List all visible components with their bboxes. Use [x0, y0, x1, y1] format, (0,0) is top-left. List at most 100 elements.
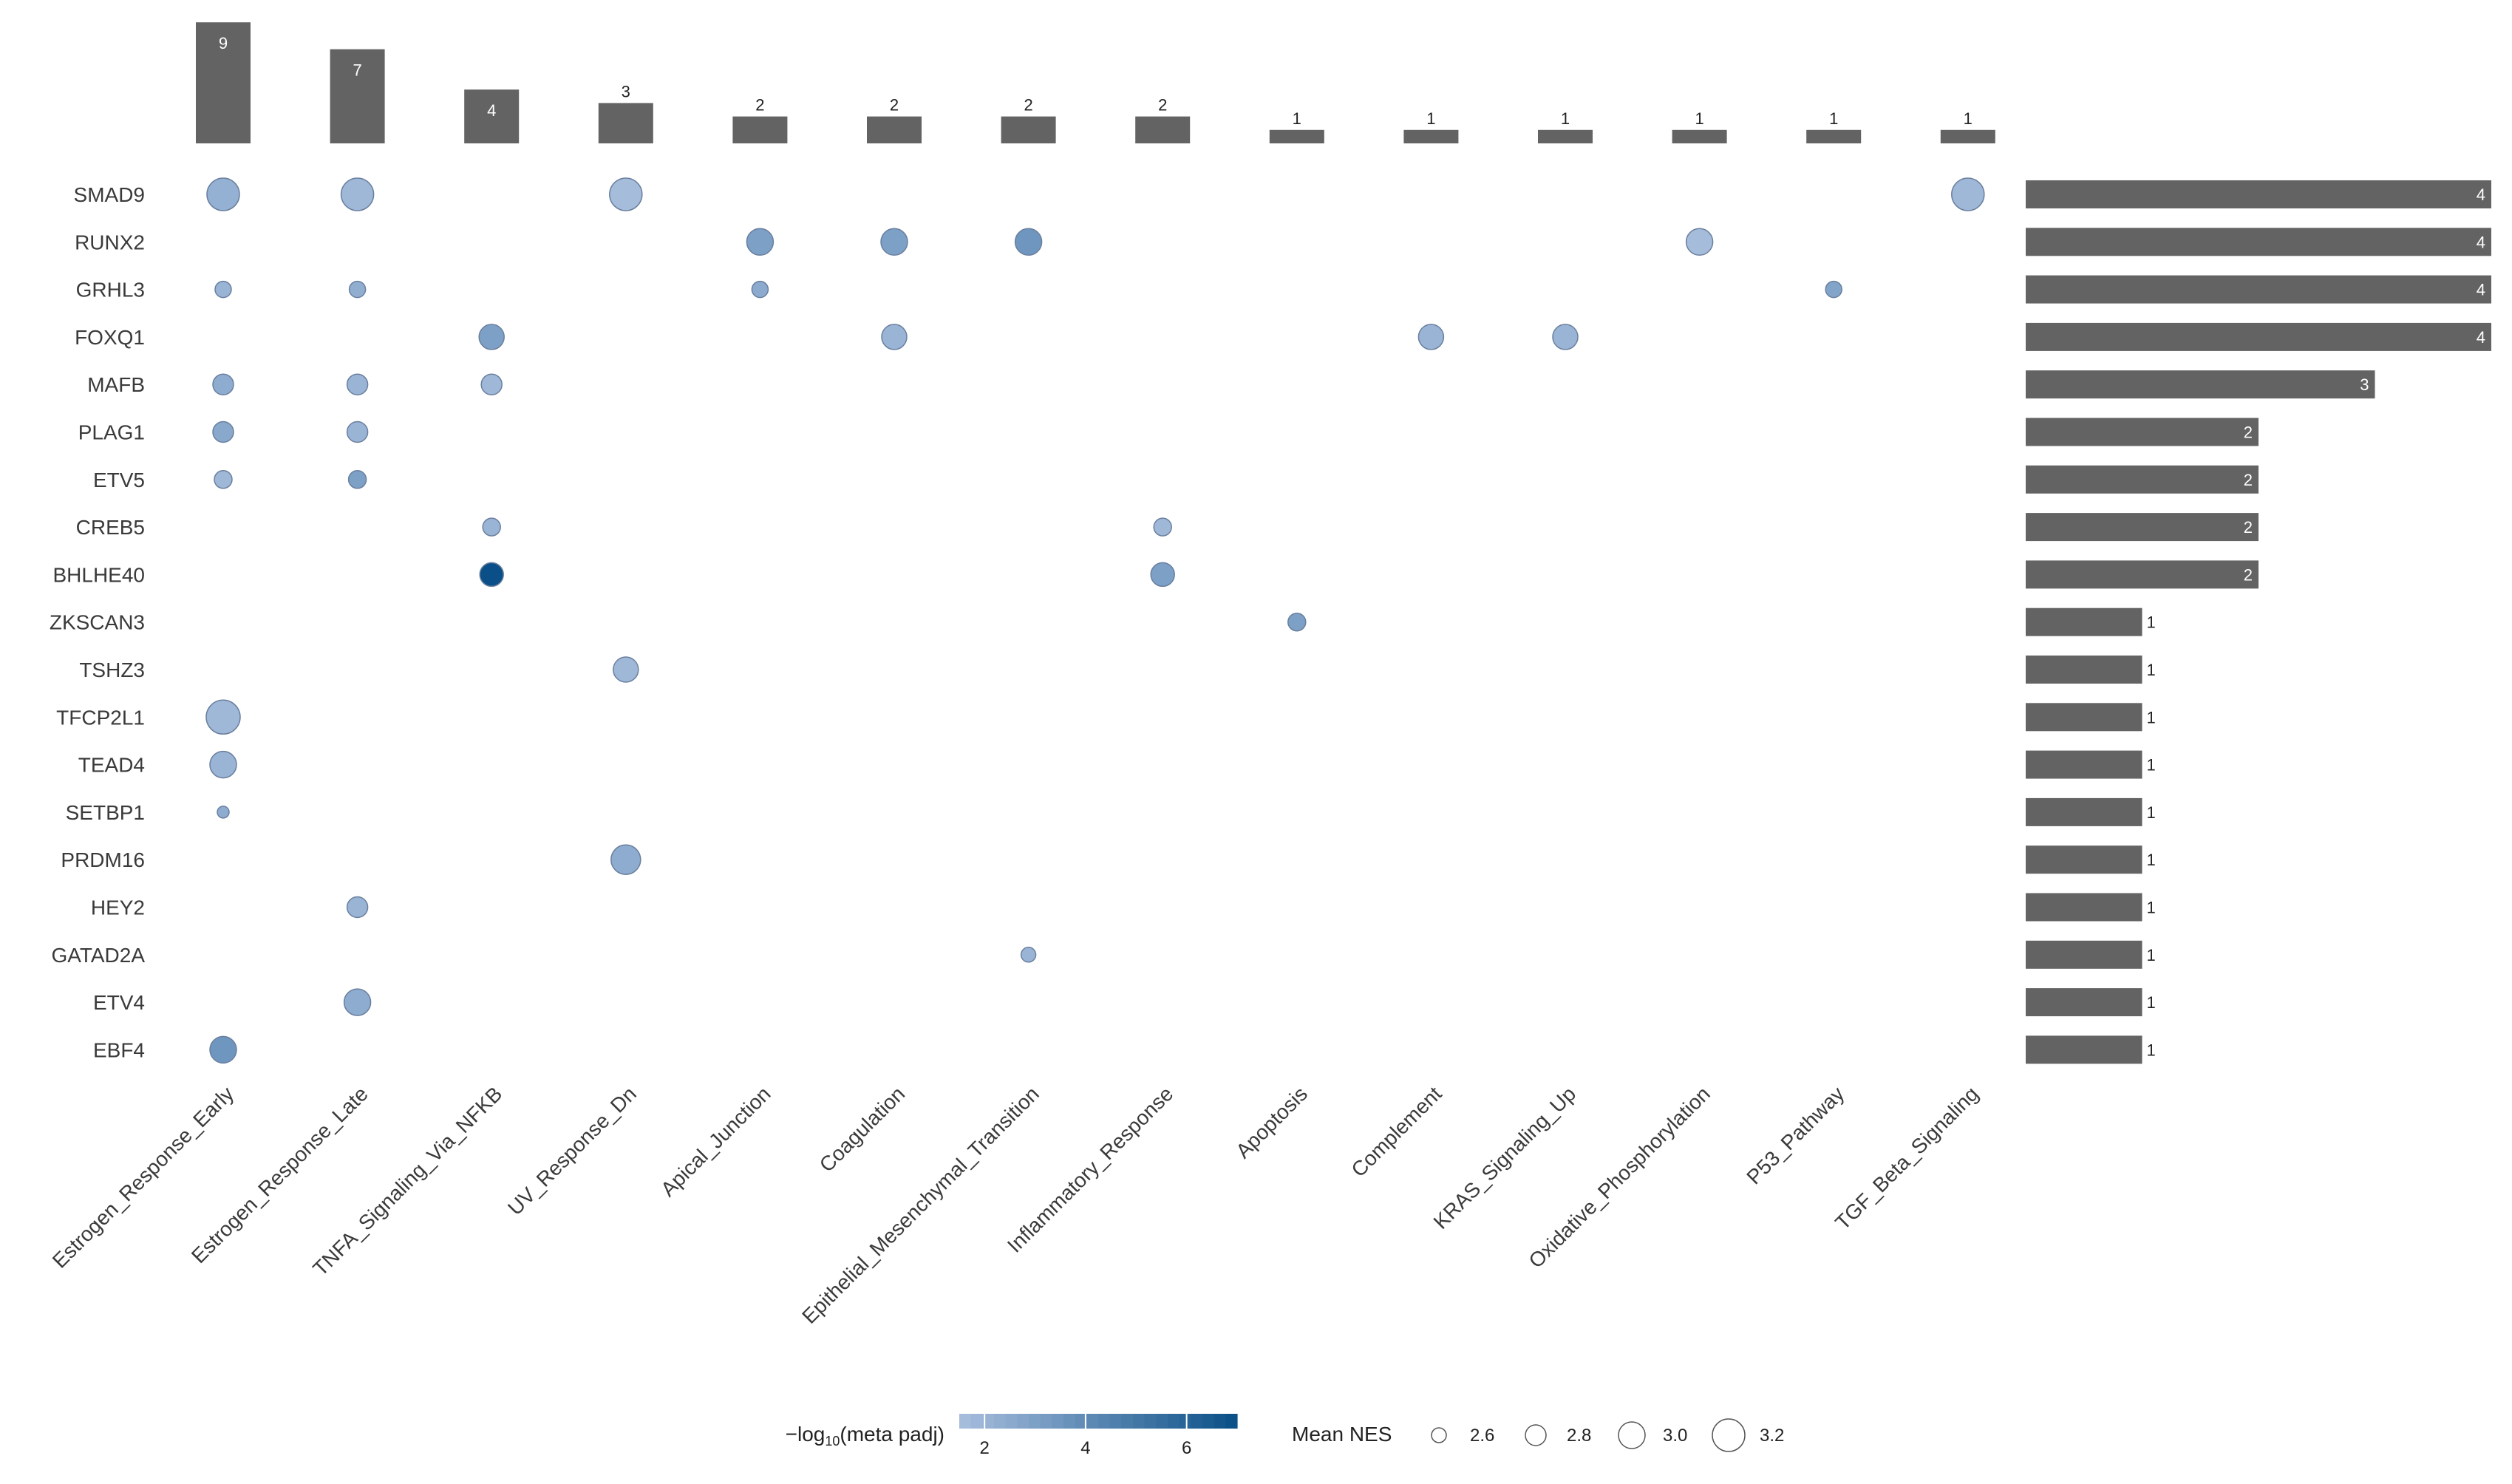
gene-count-bar [2026, 465, 2259, 494]
pathway-count-bar [1940, 129, 1995, 143]
pathway-count-label: 4 [487, 101, 496, 120]
gene-count-bar [2026, 703, 2142, 732]
gene-count-label: 3 [2360, 375, 2369, 394]
pathway-count-bar [196, 22, 251, 144]
size-legend-label: 3.0 [1663, 1426, 1687, 1446]
pathway-count-bar [732, 116, 788, 143]
pathway-count-label: 2 [1158, 96, 1167, 115]
gene-count-label: 2 [2244, 518, 2253, 537]
data-point [212, 373, 234, 395]
data-point [205, 699, 241, 735]
color-gradient-segment [1133, 1414, 1146, 1429]
gene-label: GRHL3 [76, 279, 145, 302]
gene-label: CREB5 [76, 516, 145, 539]
pathway-label: TGF_Beta_Signaling [1831, 1082, 1983, 1234]
color-gradient-segment [1179, 1414, 1191, 1429]
gene-count-bar [2026, 940, 2142, 969]
pathway-count-bar [598, 103, 653, 143]
pathway-count-bar [867, 116, 922, 143]
data-point [1552, 324, 1579, 350]
color-legend-title: −log10(meta padj) [786, 1423, 944, 1449]
data-point [1153, 517, 1172, 537]
gene-count-label: 2 [2244, 565, 2253, 584]
pathway-label: P53_Pathway [1742, 1082, 1848, 1188]
gene-count-label: 2 [2244, 471, 2253, 489]
gene-count-label: 4 [2477, 233, 2485, 251]
data-point [479, 562, 504, 588]
data-point [1417, 324, 1445, 350]
pathway-count-label: 3 [622, 82, 630, 101]
pathway-count-label: 2 [890, 96, 899, 115]
gene-label: PRDM16 [61, 848, 145, 871]
color-gradient-segment [1029, 1414, 1041, 1429]
gene-label: MAFB [87, 373, 145, 396]
data-point [347, 470, 367, 489]
gene-count-bar [2026, 1035, 2142, 1064]
size-legend-circle [1712, 1418, 1746, 1452]
color-gradient-segment [1121, 1414, 1134, 1429]
pathway-label: Complement [1347, 1082, 1446, 1181]
gene-label: HEY2 [91, 896, 145, 919]
data-point [610, 844, 641, 875]
pathway-label: Apical_Junction [656, 1082, 775, 1201]
gene-label: FOXQ1 [75, 326, 145, 349]
color-gradient-segment [1214, 1414, 1226, 1429]
gene-label: SETBP1 [66, 801, 145, 824]
data-point [482, 517, 501, 537]
gene-count-label: 2 [2244, 423, 2253, 442]
data-point [880, 228, 908, 256]
color-gradient-segment [1075, 1414, 1087, 1429]
data-point [1020, 947, 1037, 963]
data-point [217, 806, 230, 819]
pathway-label: Epithelial_Mesenchymal_Transition [797, 1082, 1044, 1328]
data-point [1685, 228, 1714, 256]
size-legend-title: Mean NES [1292, 1423, 1392, 1446]
data-point [343, 988, 372, 1016]
data-point [1951, 177, 1985, 211]
color-gradient-segment [982, 1414, 995, 1429]
gene-count-bar [2026, 797, 2142, 826]
gene-label: ETV4 [93, 991, 145, 1014]
size-legend: Mean NES 2.6 2.8 3.0 3.2 [1292, 1418, 1784, 1452]
gene-label: EBF4 [93, 1038, 145, 1061]
gene-count-label: 4 [2477, 328, 2485, 347]
color-gradient-segment [1202, 1414, 1215, 1429]
size-legend-label: 2.8 [1567, 1426, 1591, 1446]
pathway-count-bar [1806, 129, 1862, 143]
gene-count-label: 1 [2147, 756, 2156, 775]
color-gradient-segment [1225, 1414, 1238, 1429]
gene-count-label: 1 [2147, 946, 2156, 964]
color-tick-label: 2 [980, 1438, 990, 1458]
color-gradient-segment [1109, 1414, 1122, 1429]
pathway-label: UV_Response_Dn [503, 1082, 641, 1219]
size-legend-label: 3.2 [1760, 1426, 1784, 1446]
pathway-count-label: 1 [1964, 109, 1973, 128]
gene-count-label: 1 [2147, 613, 2156, 632]
pathway-count-label: 1 [1695, 109, 1703, 128]
gene-label: SMAD9 [74, 183, 145, 206]
size-legend-circle [1525, 1424, 1547, 1446]
data-point [346, 896, 369, 919]
color-gradient-segment [1098, 1414, 1111, 1429]
pathway-count-bar [1403, 129, 1459, 143]
gene-count-bar [2026, 750, 2142, 779]
gene-count-bar [2026, 607, 2142, 636]
pathway-count-bar [464, 89, 520, 143]
gene-count-bar [2026, 988, 2142, 1017]
pathway-count-label: 1 [1293, 109, 1301, 128]
gene-count-label: 1 [2147, 803, 2156, 822]
data-point [1287, 612, 1307, 632]
data-point [206, 177, 240, 211]
pathway-count-label: 1 [1426, 109, 1435, 128]
gene-label: BHLHE40 [52, 563, 145, 586]
gene-count-label: 1 [2147, 851, 2156, 869]
dot-matrix [205, 177, 1985, 1064]
pathway-count-bar [1001, 116, 1056, 143]
pathway-count-bars: 9 7 4 3 2 2 2 2 1 1 1 1 1 1 [196, 22, 1995, 144]
color-gradient-segment [1063, 1414, 1076, 1429]
gene-count-label: 1 [2147, 993, 2156, 1012]
color-gradient-segment [1040, 1414, 1052, 1429]
color-gradient-segment [1017, 1414, 1029, 1429]
pathway-count-label: 1 [1829, 109, 1838, 128]
